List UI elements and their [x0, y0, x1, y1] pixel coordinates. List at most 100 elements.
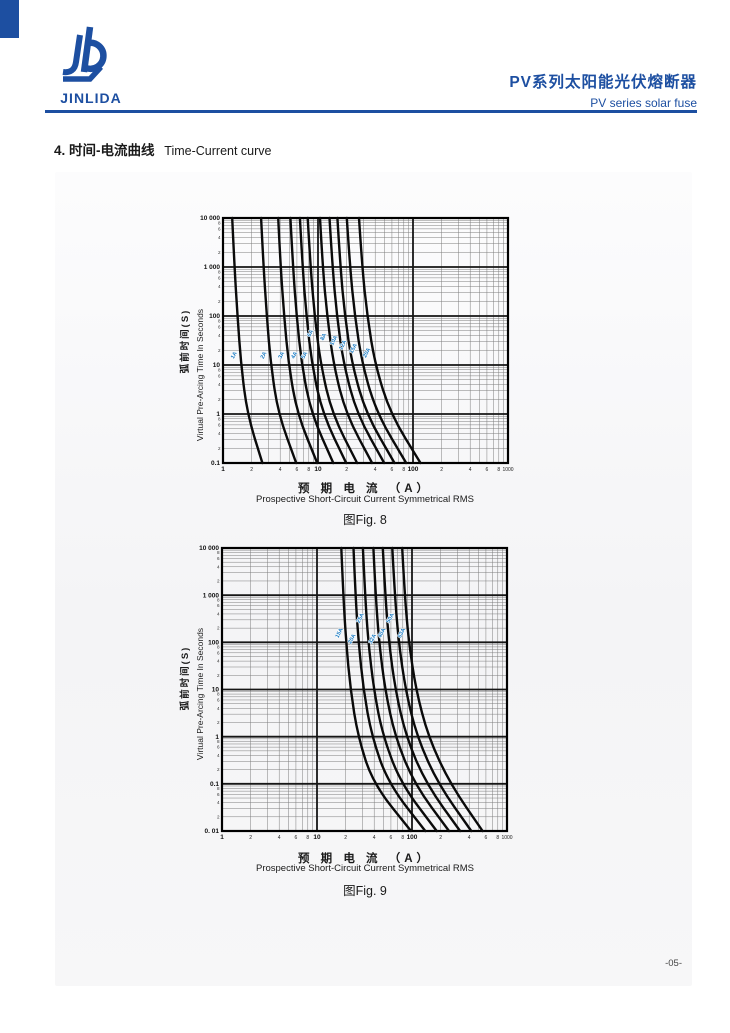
y-minor-tick-label: 4 [218, 382, 221, 387]
y-minor-tick-label: 8 [218, 269, 221, 274]
y-minor-tick-label: 6 [217, 603, 220, 608]
y-minor-tick-label: 4 [217, 800, 220, 805]
y-minor-tick-label: 4 [217, 659, 220, 664]
y-minor-tick-label: 4 [218, 431, 221, 436]
x-tick-label: 100 [407, 834, 418, 841]
fuse-curve-3A [277, 216, 319, 465]
y-minor-tick-label: 2 [217, 767, 220, 772]
x-tick-label: 2 [249, 835, 252, 841]
y-minor-tick-label: 6 [217, 650, 220, 655]
fuse-curve-15A [340, 546, 413, 833]
y-minor-tick-label: 4 [218, 235, 221, 240]
x-tick-label: 1000 [502, 467, 513, 473]
y-minor-tick-label: 8 [218, 416, 221, 421]
x-tick-label: 4 [374, 467, 377, 473]
document-titles: PV系列太阳能光伏熔断器 PV series solar fuse [509, 70, 697, 110]
fig8-y-axis-title-cn: 弧前时间(S) [180, 308, 191, 374]
y-minor-tick-label: 4 [218, 333, 221, 338]
fuse-curve-2A [259, 216, 298, 465]
x-tick-label: 1 [220, 834, 224, 841]
y-minor-tick-label: 2 [217, 579, 220, 584]
fig8-y-axis-title-en: Virtual Pre-Arcing Time In Seconds [195, 308, 205, 442]
x-tick-label: 6 [390, 835, 393, 841]
x-tick-label: 10 [314, 466, 322, 473]
x-tick-label: 6 [486, 467, 489, 473]
x-tick-label: 4 [468, 835, 471, 841]
curve-label-50A: 50A [386, 612, 396, 624]
y-tick-label: 10 000 [200, 215, 220, 222]
corner-accent-mark [0, 0, 19, 38]
fig9-y-axis-title-en: Virtual Pre-Arcing Time In Seconds [195, 627, 205, 761]
fuse-curve-10A [328, 216, 386, 465]
y-minor-tick-label: 4 [217, 753, 220, 758]
y-minor-tick-label: 8 [217, 550, 220, 555]
fig9-caption: 图Fig. 9 [343, 884, 387, 898]
y-tick-label: 1 [215, 734, 219, 741]
fig8-caption: 图Fig. 8 [343, 513, 387, 527]
curve-label-15A: 15A [349, 343, 359, 355]
fuse-curve-50A [391, 546, 473, 833]
curve-label-40A: 40A [377, 627, 387, 639]
y-minor-tick-label: 2 [218, 446, 221, 451]
y-minor-tick-label: 2 [217, 626, 220, 631]
y-minor-tick-label: 6 [218, 226, 221, 231]
x-tick-label: 1 [221, 466, 225, 473]
x-tick-label: 2 [440, 467, 443, 473]
fig9-x-axis-title-en: Prospective Short-Circuit Current Symmet… [255, 863, 475, 874]
fuse-curve-4A [289, 216, 335, 465]
y-minor-tick-label: 6 [218, 275, 221, 280]
y-tick-label: 10 [213, 362, 221, 369]
y-minor-tick-label: 2 [217, 673, 220, 678]
curve-label-15A: 15A [335, 627, 345, 639]
y-minor-tick-label: 4 [218, 284, 221, 289]
y-minor-tick-label: 2 [218, 348, 221, 353]
y-minor-tick-label: 6 [218, 422, 221, 427]
y-minor-tick-label: 6 [217, 792, 220, 797]
header-divider [45, 110, 697, 113]
y-tick-label: 10 [212, 687, 220, 694]
fuse-curve-5A [298, 216, 348, 465]
section-number: 4. [54, 143, 66, 158]
plot-frame [221, 216, 510, 465]
x-tick-label: 8 [497, 467, 500, 473]
section-title-en: Time-Current curve [164, 144, 272, 158]
curve-label-20A: 20A [362, 347, 372, 359]
fuse-curve-20A [352, 546, 427, 833]
y-minor-tick-label: 4 [217, 564, 220, 569]
curve-label-10A: 10A [329, 335, 339, 347]
fuse-curve-25A [361, 546, 438, 833]
curve-label-3A: 3A [278, 351, 287, 360]
fig9-x-axis-title-cn: 预 期 电 流 （A） [297, 853, 433, 865]
x-tick-label: 8 [307, 467, 310, 473]
curve-label-1A: 1A [230, 351, 239, 360]
curve-label-63A: 63A [397, 627, 407, 639]
y-minor-tick-label: 6 [217, 556, 220, 561]
y-minor-tick-label: 8 [218, 367, 221, 372]
y-minor-tick-label: 8 [218, 220, 221, 225]
fuse-curve-40A [381, 546, 462, 833]
y-tick-label: 100 [208, 640, 219, 647]
x-tick-label: 6 [391, 467, 394, 473]
curve-label-8A: 8A [320, 333, 329, 342]
fuse-curve-8A [318, 216, 374, 465]
curve-label-6A: 6A [307, 329, 316, 338]
y-tick-label: 0.1 [211, 460, 220, 467]
y-tick-label: 100 [209, 313, 220, 320]
y-tick-label: 1 000 [204, 264, 221, 271]
x-tick-label: 2 [345, 467, 348, 473]
y-minor-tick-label: 8 [217, 597, 220, 602]
curve-label-5A: 5A [301, 351, 310, 360]
title-english: PV series solar fuse [590, 96, 697, 110]
y-minor-tick-label: 8 [217, 739, 220, 744]
x-tick-label: 6 [296, 467, 299, 473]
curve-label-25A: 25A [356, 612, 366, 624]
company-logo: JINLIDA [36, 24, 146, 108]
y-minor-tick-label: 8 [217, 645, 220, 650]
fuse-curve-63A [401, 546, 484, 833]
y-minor-tick-label: 4 [217, 612, 220, 617]
x-tick-label: 1000 [501, 835, 512, 841]
x-tick-label: 2 [344, 835, 347, 841]
y-minor-tick-label: 2 [217, 814, 220, 819]
curve-label-4A: 4A [290, 351, 299, 360]
